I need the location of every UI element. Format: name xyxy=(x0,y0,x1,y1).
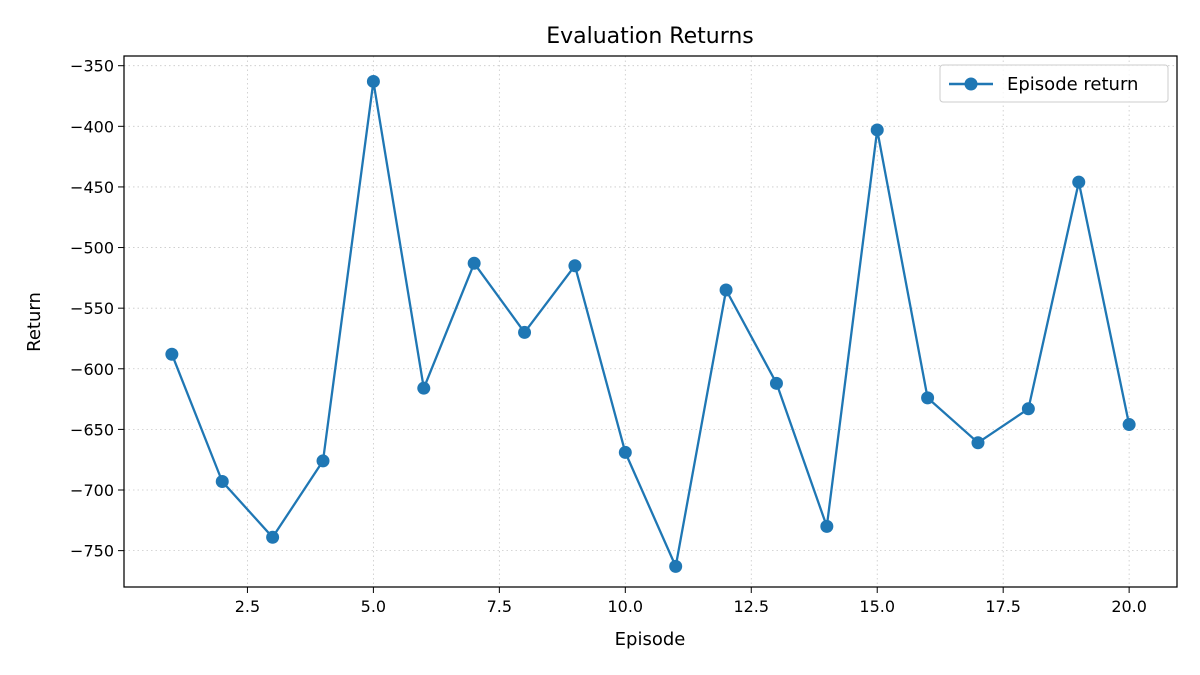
x-tick-label: 20.0 xyxy=(1111,597,1147,616)
data-point xyxy=(971,436,985,450)
legend-marker-swatch xyxy=(964,77,978,91)
y-tick-label: −400 xyxy=(70,117,114,136)
data-point xyxy=(921,391,935,405)
y-tick-label: −450 xyxy=(70,178,114,197)
y-tick-label: −600 xyxy=(70,360,114,379)
data-point xyxy=(266,530,280,544)
chart-title: Evaluation Returns xyxy=(546,24,754,49)
data-point xyxy=(1072,175,1086,189)
legend-box xyxy=(939,64,1169,103)
data-point xyxy=(669,559,683,573)
data-point xyxy=(618,445,632,459)
y-tick-label: −650 xyxy=(70,420,114,439)
data-point xyxy=(1021,402,1035,416)
legend: Episode return xyxy=(939,64,1169,103)
grid-layer xyxy=(124,56,1177,587)
data-point xyxy=(316,454,330,468)
x-tick-label: 7.5 xyxy=(487,597,512,616)
data-point xyxy=(719,283,733,297)
data-point xyxy=(518,325,532,339)
data-point xyxy=(467,256,481,270)
data-point xyxy=(215,475,229,489)
data-point xyxy=(568,259,582,273)
y-axis-ticks: −750 −700 −650 −600 −550 −500 −450 −400 −350 xyxy=(70,57,124,561)
x-tick-label: 17.5 xyxy=(985,597,1021,616)
x-axis-ticks: 2.5 5.0 7.5 10.0 12.5 15.0 17.5 20.0 xyxy=(235,587,1147,616)
series-line xyxy=(170,80,1131,568)
y-tick-label: −700 xyxy=(70,481,114,500)
data-point xyxy=(820,519,834,533)
y-tick-label: −500 xyxy=(70,239,114,258)
y-axis-label: Return xyxy=(24,292,45,352)
data-point xyxy=(870,123,884,137)
x-tick-label: 2.5 xyxy=(235,597,260,616)
y-tick-label: −350 xyxy=(70,57,114,76)
x-tick-label: 12.5 xyxy=(733,597,769,616)
plot-frame xyxy=(123,55,1178,588)
y-tick-label: −750 xyxy=(70,542,114,561)
data-point xyxy=(165,347,179,361)
data-point xyxy=(366,74,380,88)
plot-area xyxy=(123,55,1178,588)
x-tick-label: 15.0 xyxy=(859,597,895,616)
y-tick-label: −550 xyxy=(70,299,114,318)
x-tick-label: 5.0 xyxy=(361,597,386,616)
legend-label: Episode return xyxy=(1007,74,1138,95)
data-point xyxy=(417,381,431,395)
data-point xyxy=(1122,418,1136,432)
data-point xyxy=(769,376,783,390)
x-axis-label: Episode xyxy=(615,629,686,650)
x-tick-label: 10.0 xyxy=(607,597,643,616)
series-layer xyxy=(165,74,1136,573)
